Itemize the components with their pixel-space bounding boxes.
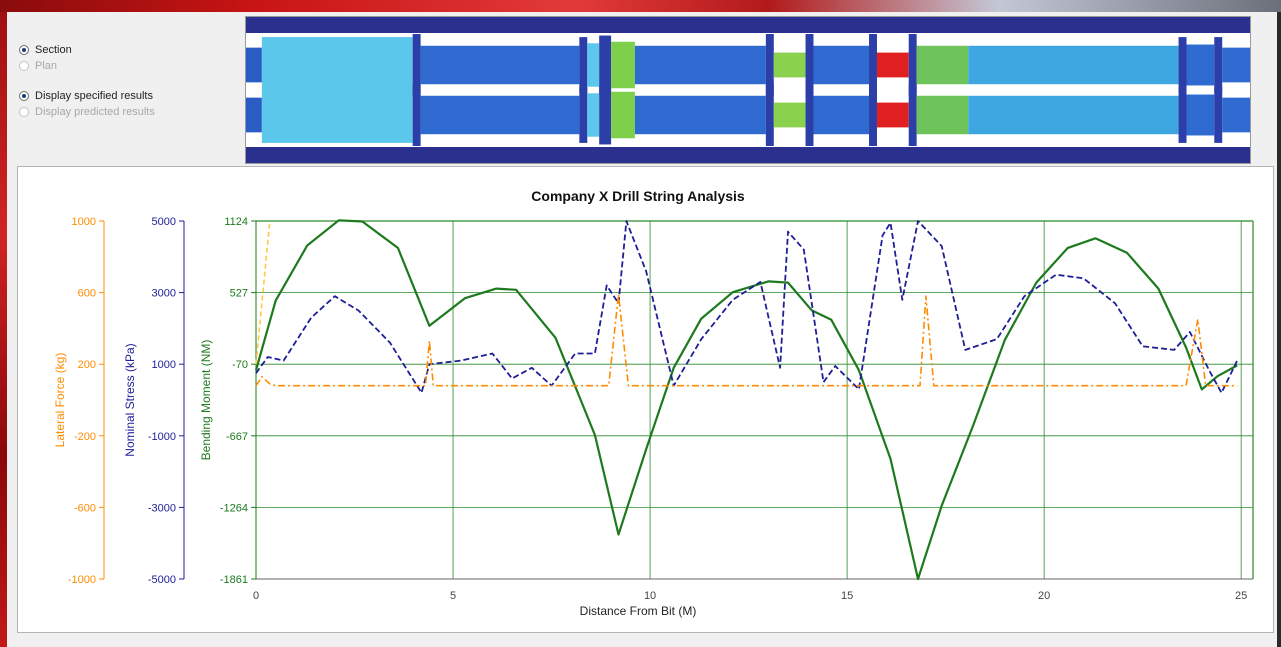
- section-segment: [611, 41, 635, 89]
- section-segment: [587, 43, 600, 87]
- section-segment: [420, 45, 580, 85]
- analysis-chart-panel[interactable]: Company X Drill String Analysis Distance…: [17, 166, 1274, 633]
- y-tick-label-moment: 1124: [224, 216, 248, 228]
- section-segment: [773, 52, 806, 78]
- display-predicted-radio[interactable]: Display predicted results: [19, 104, 155, 120]
- section-segment: [579, 87, 588, 143]
- lateral-force-line: [255, 293, 1238, 387]
- chart-title: Company X Drill String Analysis: [531, 188, 745, 204]
- radio-checked-icon: [19, 45, 29, 55]
- y-tick-label-moment: -1861: [220, 574, 248, 586]
- y-tick-label-moment: -1264: [220, 502, 248, 514]
- y-tick-label-lateral: -1000: [68, 574, 96, 586]
- section-segment: [765, 34, 774, 96]
- section-segment: [773, 102, 806, 128]
- section-segment: [1186, 44, 1215, 86]
- display-specified-radio[interactable]: Display specified results: [19, 88, 155, 104]
- y-tick-label-moment: -70: [232, 359, 248, 371]
- section-segment: [813, 95, 870, 135]
- y-tick-label-moment: -667: [226, 431, 248, 443]
- plan-radio-label: Plan: [35, 60, 58, 72]
- section-segment: [246, 97, 262, 133]
- x-tick-label: 10: [644, 590, 656, 602]
- nominal-stress-line: [255, 220, 1239, 394]
- section-segment: [587, 93, 600, 137]
- section-segment: [916, 95, 969, 135]
- section-segment: [412, 84, 421, 146]
- section-segment: [765, 84, 774, 146]
- plan-radio[interactable]: Plan: [19, 58, 155, 74]
- y-tick-label-stress: 1000: [152, 359, 176, 371]
- section-segment: [599, 85, 612, 145]
- section-segment: [813, 45, 870, 85]
- section-segment: [634, 95, 766, 135]
- section-bottom-band: [246, 147, 1250, 163]
- section-segment: [420, 95, 580, 135]
- x-tick-label: 0: [253, 590, 259, 602]
- x-tick-label: 20: [1038, 590, 1050, 602]
- y-tick-label-stress: -3000: [148, 502, 176, 514]
- section-segment: [968, 45, 1179, 85]
- radio-unchecked-icon: [19, 107, 29, 117]
- section-segment: [246, 47, 262, 83]
- bending-moment-line: [254, 219, 1238, 581]
- stress-axis-label: Nominal Stress (kPa): [123, 343, 137, 456]
- section-segment: [805, 34, 814, 96]
- section-segment: [261, 87, 413, 143]
- section-segment: [579, 37, 588, 93]
- y-tick-label-lateral: -200: [74, 431, 96, 443]
- x-axis-label: Distance From Bit (M): [580, 604, 697, 618]
- section-segment: [611, 91, 635, 139]
- x-tick-label: 15: [841, 590, 853, 602]
- y-tick-label-stress: 5000: [152, 216, 176, 228]
- section-radio-label: Section: [35, 44, 72, 56]
- display-specified-label: Display specified results: [35, 90, 153, 102]
- radio-checked-icon: [19, 91, 29, 101]
- section-segment: [599, 35, 612, 95]
- section-segment: [869, 84, 877, 146]
- section-canvas: [246, 17, 1250, 163]
- y-tick-label-lateral: 200: [78, 359, 96, 371]
- section-segment: [1222, 47, 1250, 83]
- section-radio[interactable]: Section: [19, 42, 155, 58]
- section-segment: [968, 95, 1179, 135]
- view-options: Section Plan Display specified results D…: [19, 42, 155, 120]
- radio-unchecked-icon: [19, 61, 29, 71]
- analysis-window: Section Plan Display specified results D…: [7, 12, 1277, 647]
- y-tick-label-stress: -5000: [148, 574, 176, 586]
- drill-string-section-view[interactable]: [245, 16, 1251, 164]
- y-tick-label-lateral: 1000: [72, 216, 96, 228]
- desktop-background-left: [0, 12, 7, 647]
- display-predicted-label: Display predicted results: [35, 106, 155, 118]
- section-segment: [1186, 94, 1215, 136]
- y-tick-label-moment: 527: [230, 288, 248, 300]
- desktop-background-top: [0, 0, 1281, 12]
- y-tick-label-lateral: 600: [78, 288, 96, 300]
- section-segment: [876, 52, 909, 78]
- analysis-chart: Company X Drill String Analysis Distance…: [53, 188, 1254, 618]
- section-segment: [1214, 37, 1223, 93]
- y-tick-label-lateral: -600: [74, 502, 96, 514]
- x-tick-label: 5: [450, 590, 456, 602]
- y-tick-label-stress: -1000: [148, 431, 176, 443]
- section-segment: [869, 34, 877, 96]
- section-segment: [1178, 37, 1187, 93]
- lateral-axis-label: Lateral Force (kg): [53, 353, 67, 448]
- section-segment: [805, 84, 814, 146]
- section-segment: [908, 84, 917, 146]
- x-tick-label: 25: [1235, 590, 1247, 602]
- section-segment: [1222, 97, 1250, 133]
- section-segment: [876, 102, 909, 128]
- section-segment: [1214, 87, 1223, 143]
- section-segment: [412, 34, 421, 96]
- section-segment: [916, 45, 969, 85]
- section-segment: [908, 34, 917, 96]
- section-segment: [261, 37, 413, 93]
- section-segment: [1178, 87, 1187, 143]
- window-edge-right: [1277, 12, 1281, 647]
- moment-axis-label: Bending Moment (NM): [199, 340, 213, 461]
- y-tick-label-stress: 3000: [152, 288, 176, 300]
- section-segment: [634, 45, 766, 85]
- section-top-band: [246, 17, 1250, 33]
